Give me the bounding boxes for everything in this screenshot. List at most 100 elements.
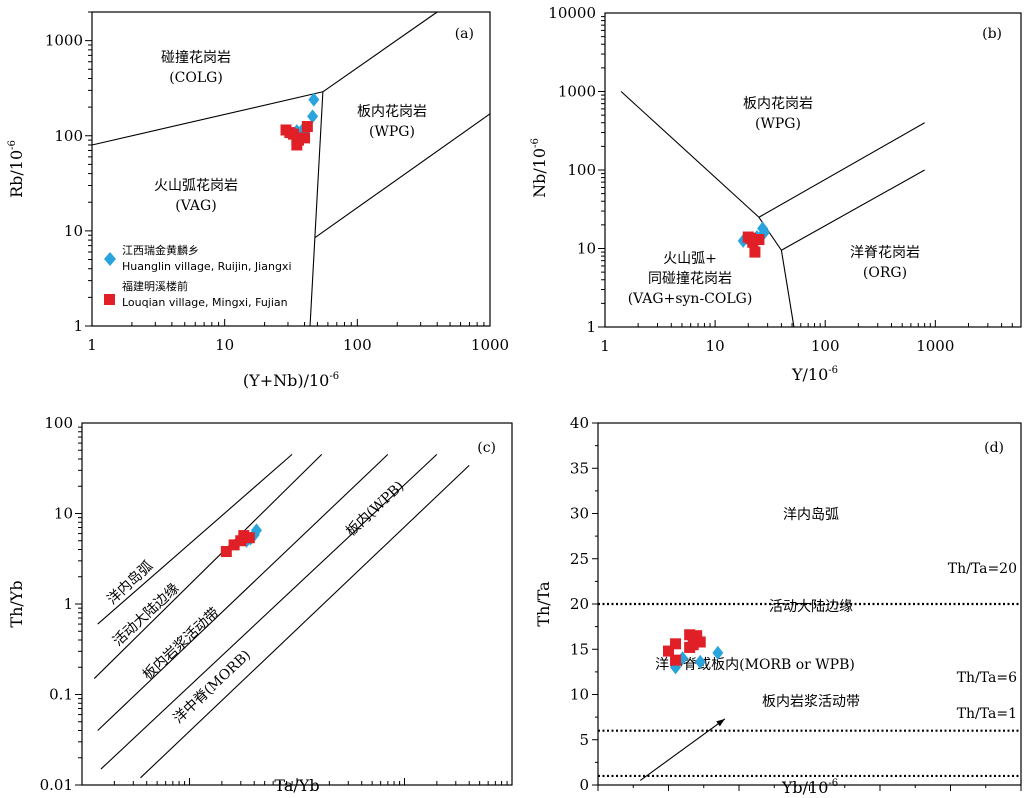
ref-label-20: Th/Ta=20 — [948, 561, 1017, 577]
legend-b-en: Louqian village, Mingxi, Fujian — [122, 296, 288, 309]
panel-c: (c) 洋内岛弧 活动大陆边缘 板内岩浆活动带 洋中脊(MORB) 板内(WPB… — [7, 414, 526, 798]
region-wpg-b-cn: 板内花岗岩 — [743, 96, 813, 112]
x-tick-label: 100 — [498, 795, 527, 798]
data-point-square — [694, 636, 706, 648]
data-point-diamond — [694, 654, 706, 669]
panel-b-tag: (b) — [982, 26, 1002, 42]
legend: 江西瑞金黄麟乡 Huanglin village, Ruijin, Jiangx… — [104, 243, 292, 309]
y-tick-label: 0.1 — [49, 686, 73, 704]
x-tick-label: 100 — [343, 336, 372, 354]
x-tick-label: 0 — [593, 795, 603, 798]
region-morb: 洋中脊(MORB) — [170, 647, 254, 727]
y-tick-label: 1000 — [558, 83, 596, 101]
y-tick-label: 1000 — [45, 32, 83, 50]
boundary-line — [91, 91, 324, 146]
data-point-square — [749, 246, 761, 258]
boundary-line — [140, 465, 470, 779]
data-point-diamond — [307, 109, 319, 124]
y-tick-label: 5 — [579, 731, 589, 749]
data-point-diamond — [712, 645, 724, 660]
x-tick-label: 10 — [941, 795, 960, 798]
region-vag-b-cn1: 火山弧+ — [663, 251, 717, 267]
panel-a: (a) 碰撞花岗岩 (COLG) 板内花岗岩 (WPG) 火山弧花岗岩 (VAG… — [7, 11, 509, 390]
region-vag-en: (VAG) — [175, 198, 216, 214]
legend-a-cn: 江西瑞金黄麟乡 — [122, 243, 199, 257]
x-tick-label: 4 — [734, 795, 744, 798]
x-tick-label: 0.01 — [65, 795, 98, 798]
panel-a-xlabel: (Y+Nb)/10-6 — [243, 371, 339, 390]
y-tick-label: 40 — [570, 414, 589, 432]
y-tick-label: 10 — [570, 686, 589, 704]
panel-d: (d) 洋内岛弧 活动大陆边缘 洋中脊或板内(MORB or WPB) 板内岩浆… — [534, 414, 1031, 798]
y-tick-label: 10 — [64, 222, 83, 240]
boundary-line — [780, 250, 795, 328]
panel-c-tag: (c) — [477, 440, 496, 456]
x-tick-label: 6 — [805, 795, 815, 798]
boundary-line — [309, 91, 324, 327]
x-tick-label: 1000 — [471, 336, 509, 354]
region-vag-cn: 火山弧花岗岩 — [154, 178, 238, 194]
y-tick-label: 0.01 — [40, 776, 73, 794]
panel-b-xlabel: Y/10-6 — [791, 365, 838, 384]
legend-square-marker — [104, 294, 115, 305]
panel-c-ylabel: Th/Yb — [7, 580, 26, 627]
region-org-en: (ORG) — [863, 265, 907, 281]
x-tick-label: 1 — [600, 337, 610, 355]
legend-diamond-marker — [104, 252, 116, 266]
y-tick-label: 20 — [570, 595, 589, 613]
region-org-cn: 洋脊花岗岩 — [850, 245, 920, 261]
boundary-line — [758, 122, 925, 218]
y-tick-label: 100 — [44, 414, 73, 432]
y-tick-label: 1 — [73, 317, 83, 335]
data-point-square — [691, 630, 703, 642]
arrow-head — [716, 718, 725, 727]
data-point-square — [291, 139, 303, 151]
region-wpg-b-en: (WPG) — [755, 116, 801, 132]
data-point-square — [670, 654, 682, 666]
y-tick-label: 100 — [567, 161, 596, 179]
data-point-square — [220, 546, 232, 558]
data-point-square — [287, 128, 299, 140]
legend-a-en: Huanglin village, Ruijin, Jiangxi — [122, 260, 292, 273]
legend-b-cn: 福建明溪楼前 — [122, 279, 188, 293]
x-tick-label: 1000 — [916, 337, 954, 355]
x-tick-label: 100 — [811, 337, 840, 355]
x-tick-label: 10 — [215, 336, 234, 354]
data-point-square — [228, 539, 240, 551]
region-wpg-cn: 板内花岗岩 — [357, 104, 427, 120]
y-tick-label: 10 — [577, 240, 596, 258]
panel-b: (b) 板内花岗岩 (WPG) 洋脊花岗岩 (ORG) 火山弧+ 同碰撞花岗岩 … — [530, 4, 1022, 384]
panel-b-ylabel: Nb/10-6 — [530, 138, 549, 198]
panel-a-frame — [91, 11, 491, 327]
region-vag-b-cn2: 同碰撞花岗岩 — [648, 271, 732, 287]
data-point-square — [243, 532, 255, 544]
y-tick-label: 35 — [570, 459, 589, 477]
panel-d-ylabel: Th/Ta — [534, 581, 553, 627]
y-tick-label: 10000 — [548, 4, 596, 22]
x-tick-label: 0.1 — [178, 795, 202, 798]
x-tick-label: 10 — [706, 337, 725, 355]
y-tick-label: 10 — [54, 505, 73, 523]
data-point-square — [684, 641, 696, 653]
panel-c-xlabel: Ta/Yb — [274, 776, 319, 795]
data-point-square — [663, 645, 674, 657]
y-tick-label: 1 — [63, 595, 73, 613]
region-within-plate-magmatic-d: 板内岩浆活动带 — [762, 694, 860, 710]
data-point-square — [745, 232, 757, 244]
region-colg-en: (COLG) — [169, 70, 223, 86]
boundary-line — [322, 11, 438, 93]
y-tick-label: 30 — [570, 505, 589, 523]
region-wpg-en: (WPG) — [369, 124, 415, 140]
boundary-line — [781, 169, 925, 251]
boundary-line — [314, 113, 491, 239]
data-point-square — [301, 121, 313, 133]
x-tick-label: 12 — [1011, 795, 1030, 798]
x-tick-label: 8 — [875, 795, 885, 798]
panel-d-tag: (d) — [984, 440, 1004, 456]
region-colg-cn: 碰撞花岗岩 — [161, 50, 231, 66]
region-vag-b-en: (VAG+syn-COLG) — [628, 291, 753, 307]
y-tick-label: 1 — [586, 318, 596, 336]
data-point-square — [299, 132, 311, 144]
y-tick-label: 100 — [54, 127, 83, 145]
